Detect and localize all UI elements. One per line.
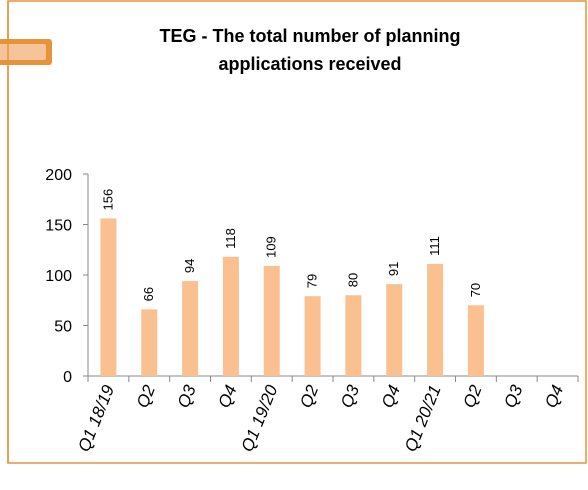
bar [304,296,321,376]
x-tick-label: Q3 [174,382,200,411]
x-tick-label: Q4 [541,382,567,410]
bar [263,265,280,376]
chart-title: TEG - The total number of planning appli… [159,26,461,74]
value-label: 156 [100,189,115,211]
value-label: 66 [141,287,156,301]
x-tick-label: Q2 [296,382,322,411]
y-tick-label: 100 [45,268,72,285]
x-tick-label: Q1 20/21 [401,382,445,454]
value-label: 91 [386,262,401,276]
value-label: 80 [345,273,360,287]
bar [100,218,117,376]
x-tick-label: Q2 [460,382,486,411]
tab-inner [0,44,46,60]
x-tick-label: Q3 [500,382,526,411]
value-label: 111 [427,236,442,256]
x-tick-label: Q1 18/19 [74,382,118,454]
y-tick-label: 200 [45,167,72,184]
bar [222,256,239,376]
bar [467,305,484,376]
value-label: 109 [264,236,279,258]
x-tick-label: Q4 [378,382,404,410]
y-tick-label: 0 [63,369,72,386]
x-tick-label: Q1 19/20 [238,382,282,454]
bar [386,284,403,376]
bar [182,281,199,376]
bar [427,263,444,376]
bar [141,309,158,376]
x-tick-label: Q2 [133,382,159,411]
value-label: 70 [468,283,483,297]
value-label: 79 [305,274,320,288]
value-label: 94 [182,259,197,273]
x-tick-label: Q4 [215,382,241,410]
y-tick-label: 150 [45,218,72,235]
value-label: 118 [223,228,238,249]
bar [345,295,362,376]
y-tick-label: 50 [54,319,72,336]
x-tick-label: Q3 [337,382,363,411]
